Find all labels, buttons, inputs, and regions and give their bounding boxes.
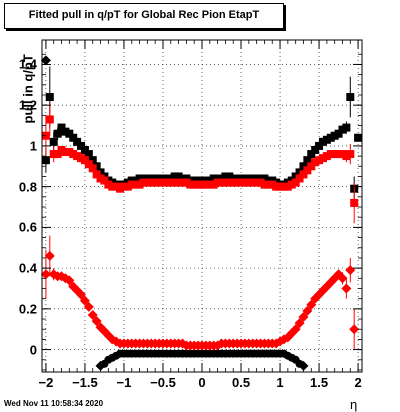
x-tick-label: −0.5 — [150, 375, 176, 390]
x-axis-title: η — [350, 397, 358, 412]
x-tick-label: −1 — [116, 375, 132, 390]
series-0-marker — [311, 145, 320, 154]
x-tick-label: 1 — [276, 375, 284, 390]
plot-frame — [41, 39, 363, 373]
series-3-marker — [83, 301, 94, 312]
series-3-marker — [349, 324, 360, 335]
series-0-marker — [57, 123, 66, 132]
x-tick-label: −2 — [38, 375, 54, 390]
series-1-marker — [295, 359, 304, 368]
series-2-marker — [100, 176, 109, 185]
chart-title: Fitted pull in q/pT for Global Rec Pion … — [28, 9, 260, 21]
y-tick-label: 0.2 — [18, 301, 37, 317]
data-markers — [40, 55, 363, 371]
series-0-marker — [346, 93, 355, 102]
y-tick-label: 1.4 — [18, 56, 37, 72]
series-2-marker — [291, 178, 300, 187]
series-0-marker — [334, 129, 343, 138]
x-tick-label: 0.5 — [231, 375, 251, 390]
axis-ticks — [42, 40, 362, 372]
series-2-marker — [350, 198, 359, 207]
series-3-marker — [341, 283, 352, 294]
series-2-marker — [299, 170, 308, 179]
series-0-edge-marker — [40, 55, 51, 66]
series-3-marker — [79, 295, 90, 306]
series-3-marker — [345, 265, 356, 276]
series-0-marker — [73, 137, 82, 146]
series-3-marker — [298, 312, 309, 323]
y-tick-label: 0.4 — [18, 260, 37, 276]
series-0-marker — [77, 141, 86, 150]
series-3-marker — [306, 299, 317, 310]
series-0-marker — [88, 156, 97, 165]
series-3-marker — [337, 273, 348, 284]
title-box: Fitted pull in q/pT for Global Rec Pion … — [4, 3, 284, 29]
series-3-marker — [87, 309, 98, 320]
series-3-marker — [294, 318, 305, 329]
series-0-marker — [65, 129, 74, 138]
series-0-marker — [45, 93, 54, 102]
series-3-marker — [91, 316, 102, 327]
series-0-marker — [80, 145, 89, 154]
series-0-marker — [315, 141, 324, 150]
y-tick-label: 1.2 — [18, 97, 37, 113]
series-2-marker — [84, 160, 93, 169]
series-2-marker — [303, 166, 312, 175]
series-0-marker — [342, 123, 351, 132]
series-3-marker — [40, 269, 51, 280]
series-0-marker — [307, 150, 316, 159]
series-2-marker — [295, 174, 304, 183]
series-0-marker — [303, 156, 312, 165]
series-2-marker — [88, 164, 97, 173]
series-3-marker — [76, 289, 87, 300]
series-0-marker — [53, 129, 62, 138]
series-2-marker — [80, 156, 89, 165]
grid — [42, 40, 362, 372]
x-tick-label: −1.5 — [72, 375, 98, 390]
series-2-marker — [45, 115, 54, 124]
series-0-marker — [41, 156, 50, 165]
series-0-marker — [84, 150, 93, 159]
series-0-marker — [354, 133, 363, 142]
y-tick-label: 0.8 — [18, 179, 37, 195]
y-tick-label: 0 — [29, 342, 37, 358]
series-3-marker — [290, 324, 301, 335]
x-tick-label: 2 — [354, 375, 362, 390]
timestamp: Wed Nov 11 10:58:34 2020 — [4, 399, 104, 408]
series-3-marker — [64, 275, 75, 286]
series-2-marker — [53, 150, 62, 159]
y-tick-label: 0.6 — [18, 219, 37, 235]
series-0-marker — [49, 137, 58, 146]
x-tick-label: 1.5 — [310, 375, 329, 390]
series-3-marker — [302, 305, 313, 316]
series-2-marker — [346, 150, 355, 159]
y-tick-label: 1 — [29, 138, 37, 154]
series-0-marker — [69, 133, 78, 142]
series-2-marker — [307, 162, 316, 171]
series-2-marker — [92, 170, 101, 179]
x-tick-label: 0 — [198, 375, 206, 390]
series-3-marker — [44, 250, 55, 261]
series-0-marker — [299, 162, 308, 171]
